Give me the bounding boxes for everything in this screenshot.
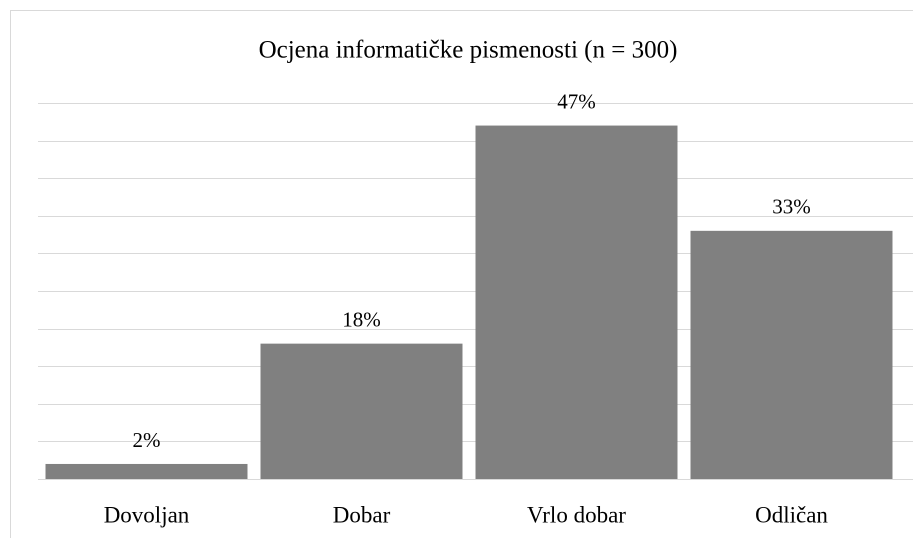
chart-frame bbox=[10, 10, 913, 538]
x-tick-label: Vrlo dobar bbox=[527, 502, 626, 527]
data-label: 47% bbox=[557, 89, 596, 113]
data-label: 18% bbox=[342, 307, 381, 331]
bar bbox=[690, 230, 893, 479]
data-label: 2% bbox=[133, 428, 161, 452]
bar bbox=[475, 125, 678, 479]
x-tick-label: Odličan bbox=[755, 502, 828, 527]
bar bbox=[45, 463, 248, 479]
data-label: 33% bbox=[772, 195, 811, 219]
x-tick-label: Dobar bbox=[333, 502, 391, 527]
x-tick-label: Dovoljan bbox=[104, 502, 190, 527]
chart-title: Ocjena informatičke pismenosti (n = 300) bbox=[259, 37, 678, 64]
bar bbox=[260, 343, 463, 479]
